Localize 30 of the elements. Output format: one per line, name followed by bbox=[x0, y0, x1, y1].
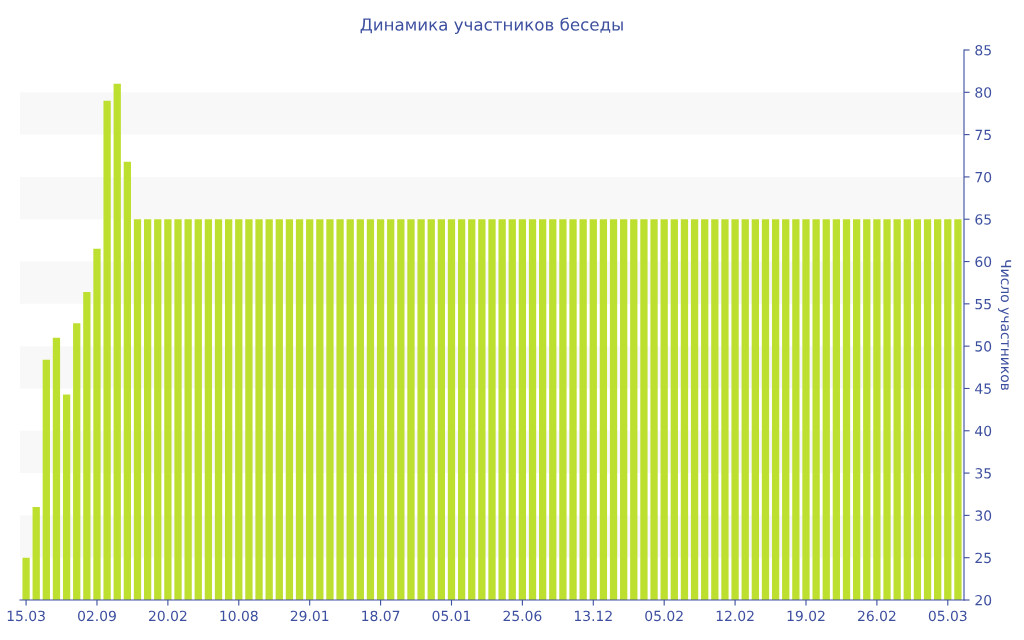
y-tick-label: 55 bbox=[975, 299, 991, 310]
x-tick-label: 05.01 bbox=[432, 610, 471, 622]
y-tick-label: 75 bbox=[975, 129, 991, 141]
y-tick-label: 65 bbox=[975, 214, 991, 225]
y-tick-label: 50 bbox=[975, 341, 992, 352]
y-tick-label: 60 bbox=[975, 256, 992, 268]
x-tick-label: 13.12 bbox=[574, 610, 612, 622]
y-tick-label: 45 bbox=[975, 383, 991, 394]
x-tick-label: 29.01 bbox=[290, 610, 329, 622]
x-tick-label: 02.09 bbox=[78, 610, 116, 622]
y-tick-label: 70 bbox=[975, 171, 992, 183]
chart-title: Динамика участников беседы bbox=[360, 17, 623, 35]
y-tick-label: 85 bbox=[975, 44, 991, 56]
x-tick-label: 12.02 bbox=[716, 610, 754, 622]
y-tick-label: 25 bbox=[975, 552, 991, 564]
x-tick-label: 05.03 bbox=[928, 610, 967, 622]
x-tick-label: 15.03 bbox=[7, 610, 45, 622]
x-tick-label: 20.02 bbox=[149, 610, 187, 622]
y-axis-title: Число участников bbox=[998, 260, 1012, 391]
y-tick-label: 30 bbox=[975, 510, 992, 521]
y-tick-label: 35 bbox=[975, 468, 991, 479]
y-tick-label: 80 bbox=[975, 87, 992, 98]
x-tick-label: 10.08 bbox=[220, 610, 258, 622]
x-tick-label: 19.02 bbox=[787, 610, 825, 622]
x-tick-label: 25.06 bbox=[503, 610, 542, 622]
y-tick-label: 20 bbox=[975, 594, 992, 606]
y-tick-label: 40 bbox=[975, 425, 992, 437]
x-tick-label: 18.07 bbox=[362, 610, 400, 622]
x-tick-label: 26.02 bbox=[858, 610, 896, 622]
x-tick-label: 05.02 bbox=[645, 610, 683, 622]
